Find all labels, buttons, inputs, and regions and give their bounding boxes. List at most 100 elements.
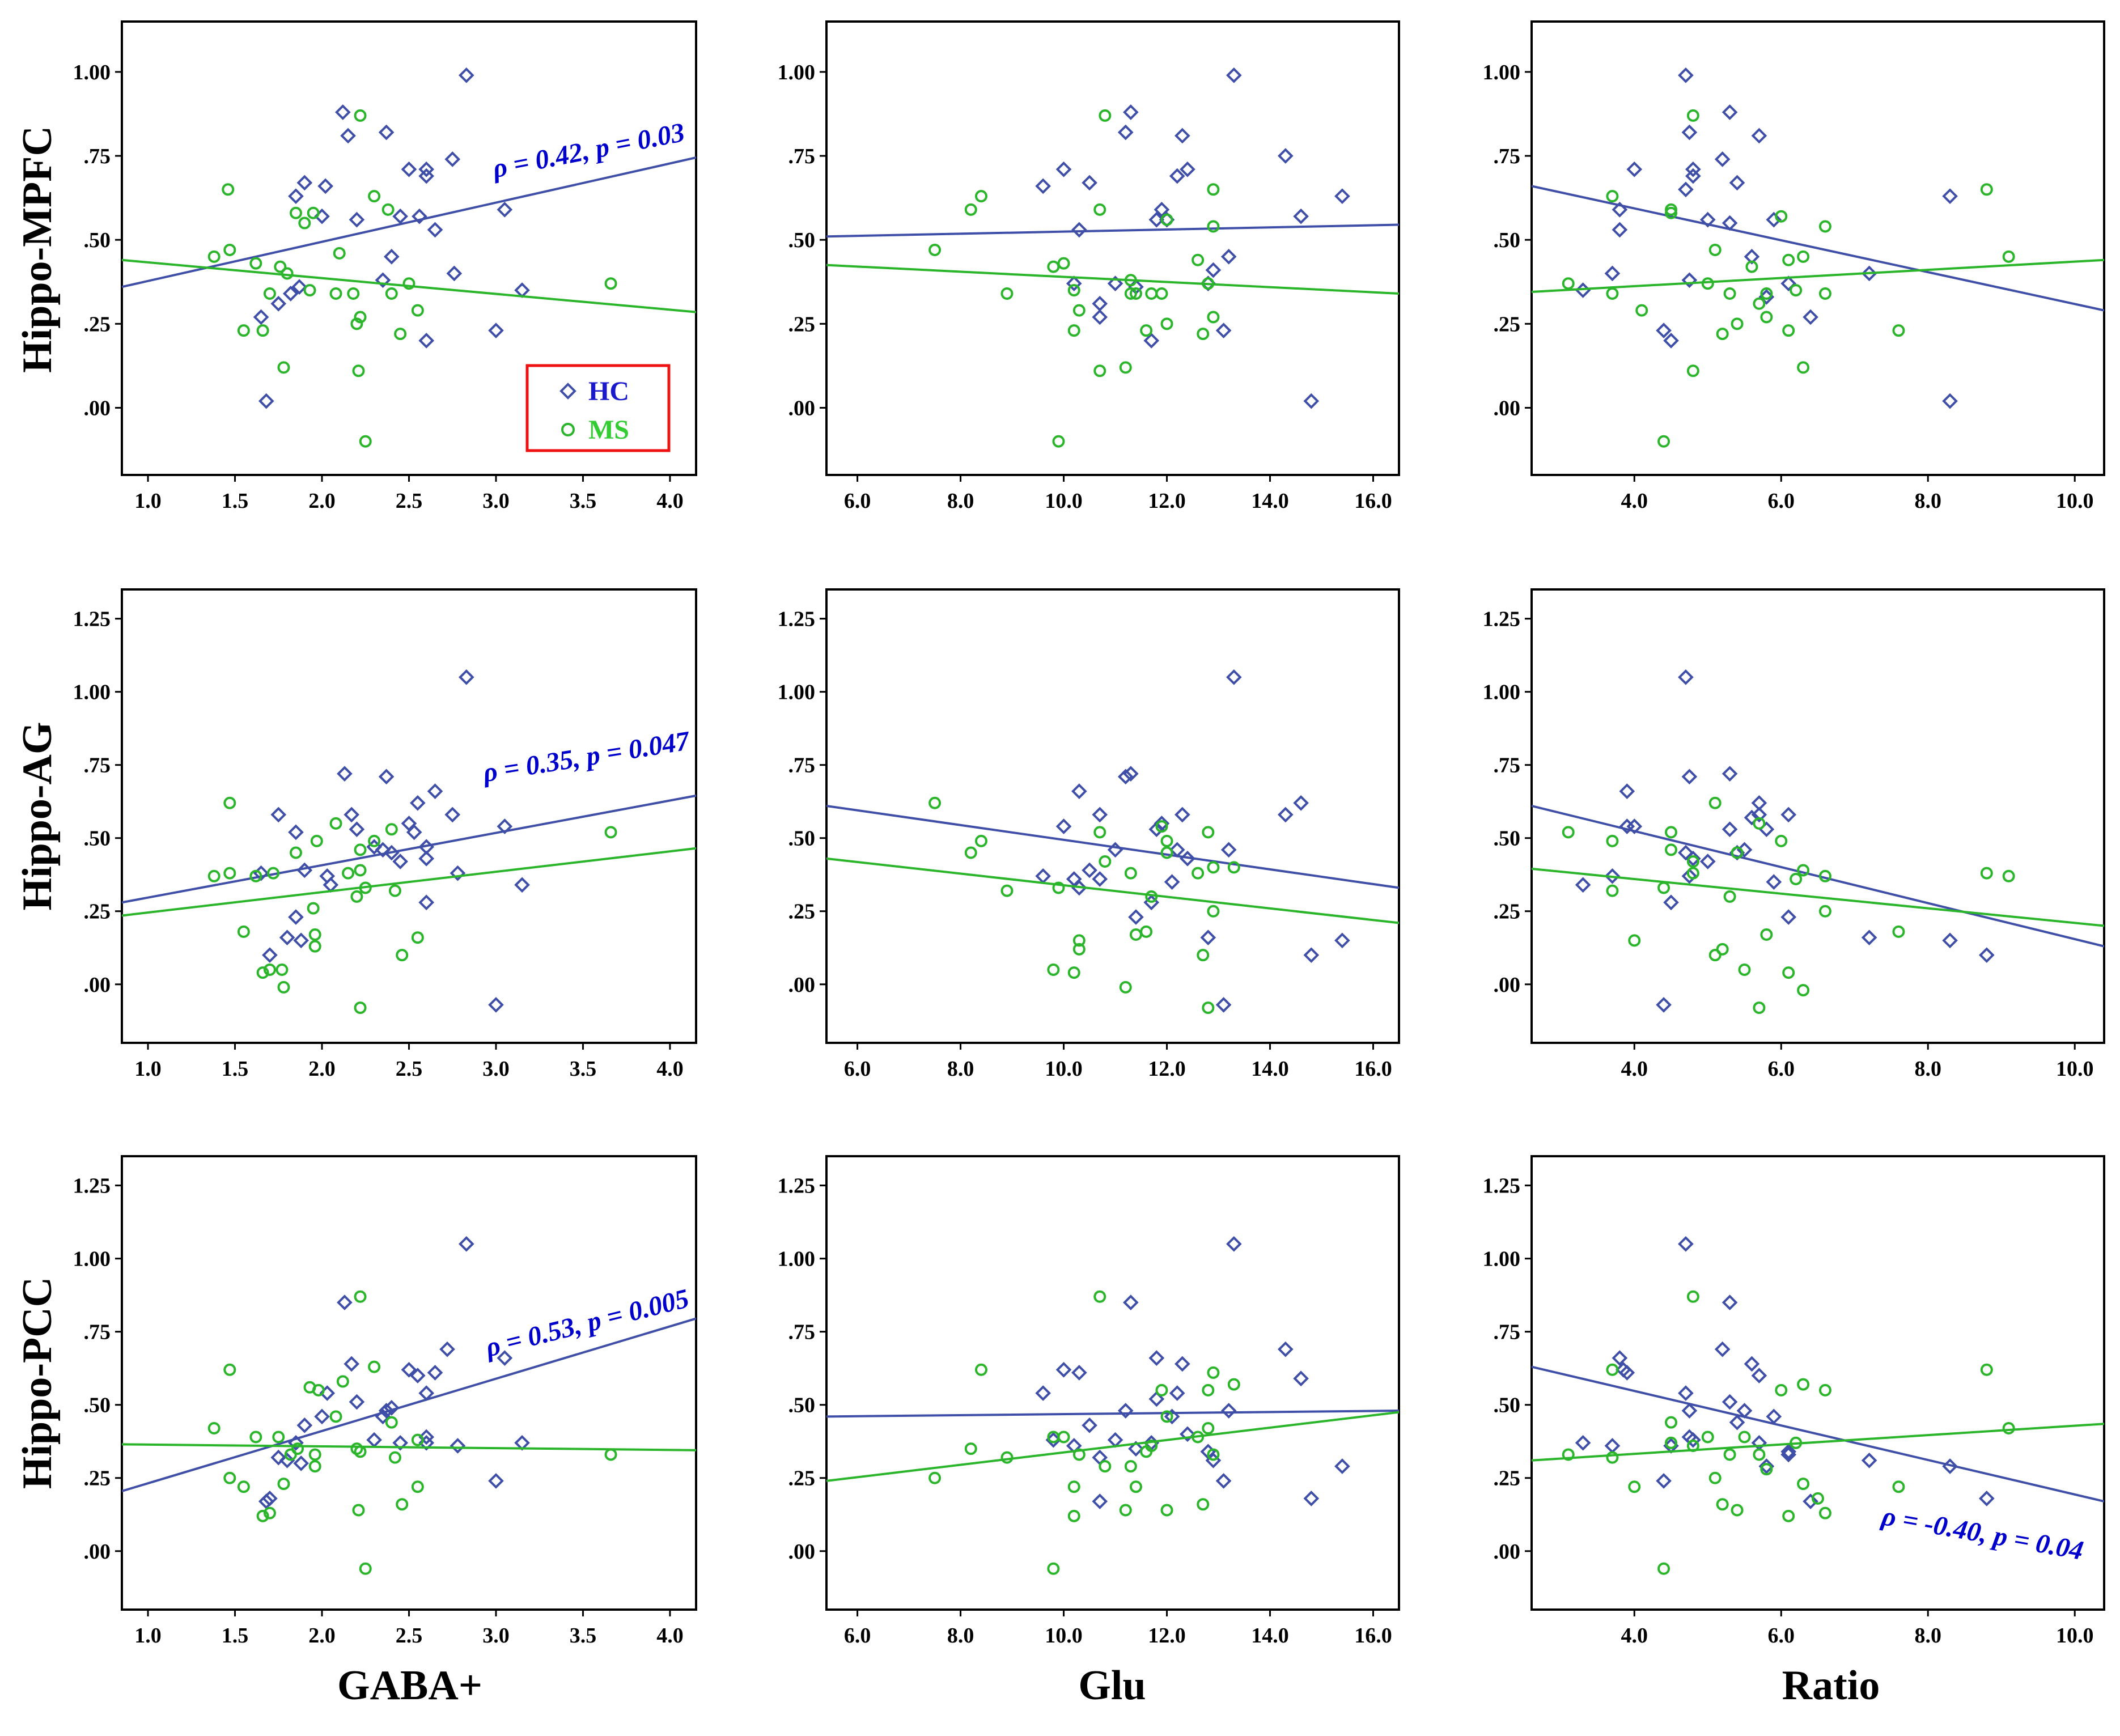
ms-point <box>289 206 302 219</box>
ms-point <box>1562 1448 1575 1461</box>
ms-point <box>1197 1498 1210 1511</box>
hc-point <box>1334 188 1350 204</box>
ms-point <box>1192 253 1205 266</box>
y-tick-label: .25 <box>84 900 111 924</box>
y-tick-label: .00 <box>1494 973 1521 997</box>
hc-point <box>317 178 333 194</box>
hc-point <box>349 1394 365 1410</box>
hc-point <box>1685 168 1701 184</box>
hc-point <box>1766 1408 1782 1425</box>
hc-point <box>1861 929 1877 946</box>
hc-point <box>288 1434 304 1451</box>
hc-point <box>1699 211 1716 228</box>
hc-point <box>258 1493 274 1509</box>
hc-point <box>293 932 309 949</box>
hc-point <box>1035 1385 1051 1401</box>
ms-point <box>1731 1504 1744 1517</box>
y-tick-label: .25 <box>84 312 111 336</box>
hc-point <box>1681 124 1698 141</box>
ms-point <box>2002 869 2015 882</box>
x-tick-label: 10.0 <box>1045 1624 1083 1648</box>
ms-point <box>207 1422 221 1434</box>
ms-point <box>354 864 367 877</box>
ms-point <box>249 257 262 270</box>
ms-point <box>267 867 280 880</box>
hc-point <box>1678 1385 1694 1401</box>
fit-line-hc <box>122 794 696 904</box>
ms-point <box>1202 826 1215 839</box>
ms-point <box>223 1471 236 1484</box>
x-tick-label: 1.0 <box>134 1057 162 1081</box>
ms-point <box>1202 1422 1215 1434</box>
hc-point <box>1685 1432 1701 1448</box>
hc-point <box>314 1408 330 1425</box>
ms-point <box>354 843 367 856</box>
hc-point <box>1780 807 1797 823</box>
hc-point <box>1766 874 1782 890</box>
ms-point <box>1731 317 1744 330</box>
ms-point <box>411 304 424 317</box>
hc-point <box>1277 807 1294 823</box>
ms-point <box>359 1562 372 1575</box>
ms-point <box>368 1360 381 1373</box>
y-tick-label: 1.00 <box>73 1247 111 1271</box>
ms-point <box>1760 311 1773 324</box>
legend-box <box>525 364 671 452</box>
hc-point <box>444 807 461 823</box>
ms-point <box>1202 1383 1215 1397</box>
panel-ag-glu: 6.0 8.0 10.0 12.0 14.0 16.0 .00 .25 .50 .75 1.00 1.… <box>778 588 1400 1081</box>
fit-line-ms <box>122 1443 696 1451</box>
ms-point <box>291 1442 304 1455</box>
hc-point <box>1656 997 1672 1013</box>
hc-point <box>291 279 307 295</box>
y-tick-label: .00 <box>1494 396 1521 420</box>
ms-point <box>1716 943 1729 956</box>
hc-point <box>1226 67 1242 83</box>
ms-point <box>1797 864 1810 877</box>
hc-point <box>344 1356 360 1372</box>
ms-point <box>1160 213 1173 226</box>
ms-point <box>1723 1448 1736 1461</box>
y-tick-label: 1.25 <box>778 1174 816 1198</box>
column-label-ratio: Ratio <box>1782 1662 1880 1709</box>
x-tick-label: 3.5 <box>570 489 597 513</box>
hc-point <box>1175 128 1190 144</box>
ms-point <box>263 1506 276 1519</box>
y-tick-label: .50 <box>788 827 816 851</box>
hc-point <box>1066 275 1082 292</box>
x-tick-label: 2.5 <box>396 1057 423 1081</box>
hc-point <box>1092 295 1108 312</box>
ms-point <box>1760 287 1773 300</box>
ms-point <box>1892 324 1905 337</box>
hc-point <box>1604 265 1621 282</box>
hc-point <box>383 1400 400 1416</box>
hc-point <box>1780 1444 1797 1460</box>
hc-point <box>1619 1365 1635 1381</box>
hc-point <box>258 393 274 409</box>
hc-point <box>1215 322 1232 339</box>
fit-line-hc <box>826 223 1399 238</box>
panel-mpfc-ratio: 4.0 6.0 8.0 10.0 .00 .25 .50 .75 1.00 <box>1483 20 2105 513</box>
x-tick-label: 14.0 <box>1251 489 1289 513</box>
hc-point <box>282 286 299 302</box>
hc-point <box>1164 1408 1180 1425</box>
ms-point <box>1124 1460 1137 1473</box>
hc-point <box>1200 929 1216 946</box>
hc-point <box>383 248 400 265</box>
ms-point <box>329 1410 342 1423</box>
plot-frame <box>825 588 1400 1044</box>
hc-point <box>444 151 461 167</box>
hc-point <box>1303 1491 1320 1506</box>
hc-point <box>349 211 365 228</box>
ms-point <box>1818 287 1831 300</box>
ms-point <box>1067 1509 1080 1522</box>
y-tick-label: .75 <box>84 754 111 778</box>
hc-point <box>1722 1294 1738 1310</box>
hc-point <box>1575 1434 1591 1451</box>
hc-point <box>1681 272 1698 288</box>
ms-point <box>1665 843 1678 856</box>
ms-point <box>1052 435 1065 448</box>
ms-point <box>1606 834 1619 847</box>
ms-point <box>928 243 942 256</box>
plot-frame <box>825 1155 1400 1611</box>
